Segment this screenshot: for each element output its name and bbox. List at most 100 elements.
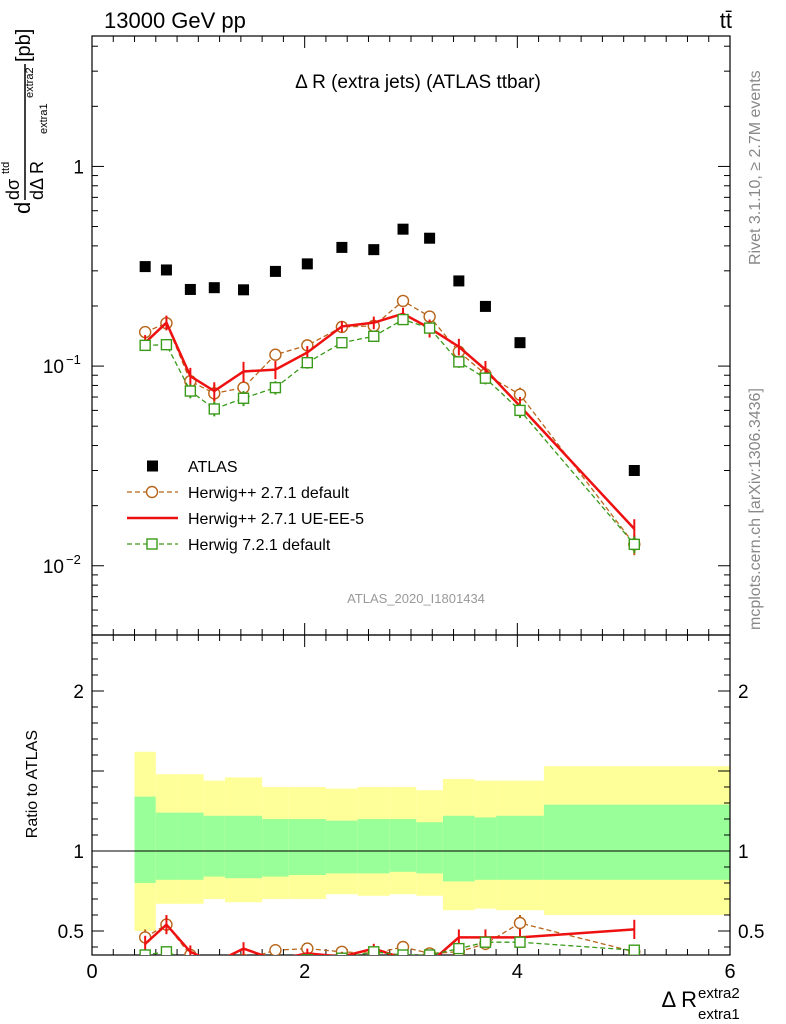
plot-title: Δ R (extra jets) (ATLAS ttbar) — [295, 72, 541, 93]
mcplots-label: mcplots.cern.ch [arXiv:1306.3436] — [747, 388, 764, 630]
ratio-point-square — [270, 964, 280, 974]
data-point-square — [479, 372, 492, 384]
ratio-point-square — [209, 966, 219, 976]
x-label-sup: extra2 — [698, 985, 740, 1002]
data-point-atlas — [184, 283, 196, 295]
data-point-square — [423, 322, 436, 334]
band-green — [389, 819, 417, 872]
ratio-point-square — [423, 949, 436, 955]
data-point-atlas — [160, 264, 172, 276]
ratio-series-line-0 — [144, 922, 635, 955]
legend-label: Herwig++ 2.7.1 default — [188, 485, 350, 502]
data-point-square — [397, 313, 409, 326]
legend-label: Herwig++ 2.7.1 UE-EE-5 — [188, 511, 364, 528]
band-green — [262, 819, 289, 877]
data-point-square — [628, 538, 640, 551]
data-point-square — [269, 381, 282, 394]
legend: ATLAS Herwig++ 2.7.1 default Herwig++ 2.7.… — [127, 459, 364, 554]
legend-label: Herwig 7.2.1 default — [188, 537, 331, 554]
data-point-square — [139, 339, 151, 352]
y-label-denominator-sup: extra2 — [24, 67, 36, 98]
ratio-point-circle — [209, 958, 220, 969]
x-tick-label: 6 — [724, 961, 735, 983]
band-green — [155, 812, 178, 880]
data-point-square — [453, 356, 465, 368]
data-point-atlas — [336, 241, 348, 253]
x-tick-label: 4 — [512, 961, 523, 983]
data-point-atlas — [139, 261, 151, 273]
data-point-square — [301, 356, 314, 369]
legend-marker — [146, 538, 158, 550]
data-point-circle — [269, 348, 282, 361]
ratio-point-square — [628, 944, 640, 955]
data-point-atlas — [514, 337, 526, 349]
band-green — [177, 812, 204, 880]
process-label: tt̄ — [720, 8, 732, 33]
data-point-atlas — [628, 464, 640, 476]
collision-label: 13000 GeV pp — [104, 8, 246, 33]
y-label-unit: [pb] — [13, 29, 35, 62]
ratio-point-square — [139, 949, 151, 955]
ratio-y-tick-label-right: 2 — [738, 682, 749, 703]
legend-label: ATLAS — [188, 459, 238, 476]
ratio-point-square — [368, 946, 380, 955]
ratio-y-tick-label-right: 0.5 — [738, 922, 764, 943]
data-point-square — [336, 336, 348, 349]
ratio-series-line-2 — [145, 941, 635, 955]
data-point-square — [368, 330, 380, 342]
rivet-label: Rivet 3.1.10, ≥ 2.7M events — [747, 70, 764, 265]
ratio-y-tick-label: 2 — [73, 682, 84, 703]
x-tick-label: 2 — [299, 961, 310, 983]
data-point-atlas — [238, 284, 250, 296]
band-green — [357, 819, 390, 874]
analysis-id: ATLAS_2020_I1801434 — [347, 591, 485, 606]
band-green — [224, 815, 263, 879]
data-point-atlas — [208, 282, 220, 294]
data-point-square — [237, 392, 250, 404]
data-point-square — [514, 404, 526, 417]
ratio-point-square — [397, 949, 409, 955]
data-point-atlas — [424, 232, 436, 244]
data-point-atlas — [301, 258, 313, 270]
ratio-point-square — [336, 952, 348, 955]
band-green — [288, 819, 326, 875]
y-label-denominator: dΔ R — [27, 161, 47, 200]
ratio-point-circle — [269, 944, 282, 955]
x-tick-label: 0 — [86, 961, 97, 983]
ratio-point-square — [239, 960, 249, 970]
ratio-series-line-1 — [144, 922, 635, 955]
legend-marker — [145, 485, 159, 499]
data-point-atlas — [453, 275, 465, 287]
data-point-atlas — [269, 265, 281, 277]
data-point-atlas — [397, 223, 409, 235]
ratio-uncertainty-bands — [134, 751, 730, 931]
x-label-main: Δ R — [662, 987, 697, 1012]
y-tick-label-exponent: −1 — [66, 352, 81, 367]
ratio-y-tick-label-right: 1 — [738, 842, 749, 863]
band-green — [442, 815, 475, 882]
ratio-axes: 0.5 0.5 1 1 2 2 0 2 4 6 — [58, 634, 764, 983]
band-green — [474, 817, 497, 880]
y-label-numerator-sup: ttd — [0, 162, 12, 174]
ratio-point-square — [301, 954, 314, 955]
ratio-plot-marks — [138, 915, 641, 976]
band-green — [543, 804, 730, 880]
y-tick-label: 10 — [43, 357, 64, 378]
y-tick-label-exponent: −2 — [66, 552, 81, 567]
band-green — [416, 822, 443, 874]
data-point-circle — [396, 294, 410, 308]
legend-marker — [147, 460, 158, 472]
ratio-y-tick-label: 1 — [73, 842, 84, 863]
data-point-square — [160, 338, 173, 351]
y-tick-label: 1 — [73, 157, 84, 178]
band-green — [203, 815, 225, 877]
y-axis-label: d dσ ttd dΔ R extra1 extra2 [pb] — [0, 29, 50, 214]
data-point-atlas — [479, 300, 491, 312]
band-green — [134, 796, 156, 883]
y-label-numerator: dσ — [3, 179, 23, 200]
series-line-1 — [144, 300, 635, 545]
data-point-atlas — [368, 244, 380, 256]
y-label-denominator-sub: extra1 — [38, 103, 50, 134]
x-label-sub: extra1 — [698, 1006, 740, 1023]
plot-title-text: Δ R (extra jets) (ATLAS ttbar) — [295, 72, 541, 93]
